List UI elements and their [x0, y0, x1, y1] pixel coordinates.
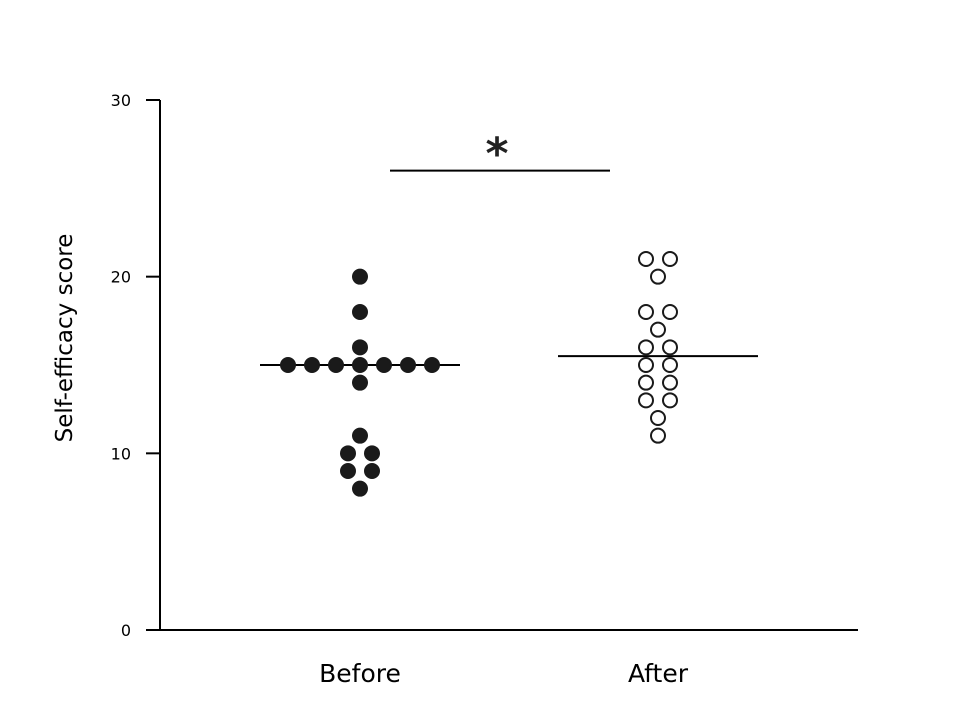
data-point-before	[340, 445, 356, 462]
y-axis-title: Self-efficacy score	[52, 234, 78, 443]
data-point-after	[662, 374, 678, 391]
data-point-before	[352, 427, 368, 444]
significance-annotation: *	[390, 129, 610, 180]
significance-asterisk: *	[485, 129, 508, 180]
data-point-after	[650, 268, 666, 285]
y-tick-label: 10	[111, 444, 131, 463]
data-point-before	[376, 357, 392, 373]
data-point-before	[340, 463, 356, 479]
data-point-after	[638, 251, 654, 267]
y-tick-label: 20	[111, 268, 131, 287]
data-point-before	[364, 463, 380, 479]
data-point-before	[352, 374, 368, 391]
x-category-labels: Before After	[319, 659, 689, 688]
data-point-after	[650, 410, 666, 426]
data-point-after	[638, 374, 654, 391]
data-point-after	[638, 339, 654, 356]
data-point-before	[352, 304, 368, 320]
data-point-before	[304, 357, 320, 373]
data-point-before	[328, 357, 344, 373]
data-point-after	[662, 357, 678, 373]
y-ticks: 0 10 20 30	[111, 91, 160, 640]
data-points	[280, 251, 678, 497]
data-point-before	[280, 357, 296, 373]
data-point-before	[364, 445, 380, 462]
data-point-after	[638, 357, 654, 373]
data-point-before	[352, 339, 368, 356]
data-point-after	[638, 304, 654, 320]
data-point-after	[662, 304, 678, 320]
data-point-after	[662, 251, 678, 267]
data-point-before	[352, 480, 368, 497]
x-category-label: Before	[319, 659, 401, 688]
data-point-after	[650, 321, 666, 338]
data-point-before	[352, 357, 368, 373]
data-point-before	[400, 357, 416, 373]
data-point-after	[650, 427, 666, 444]
y-tick-label: 30	[111, 91, 131, 110]
data-point-after	[662, 339, 678, 356]
data-point-after	[662, 392, 678, 409]
data-point-before	[352, 268, 368, 285]
y-tick-label: 0	[121, 621, 131, 640]
x-category-label: After	[628, 659, 689, 688]
data-point-before	[424, 357, 440, 373]
data-point-after	[638, 392, 654, 409]
